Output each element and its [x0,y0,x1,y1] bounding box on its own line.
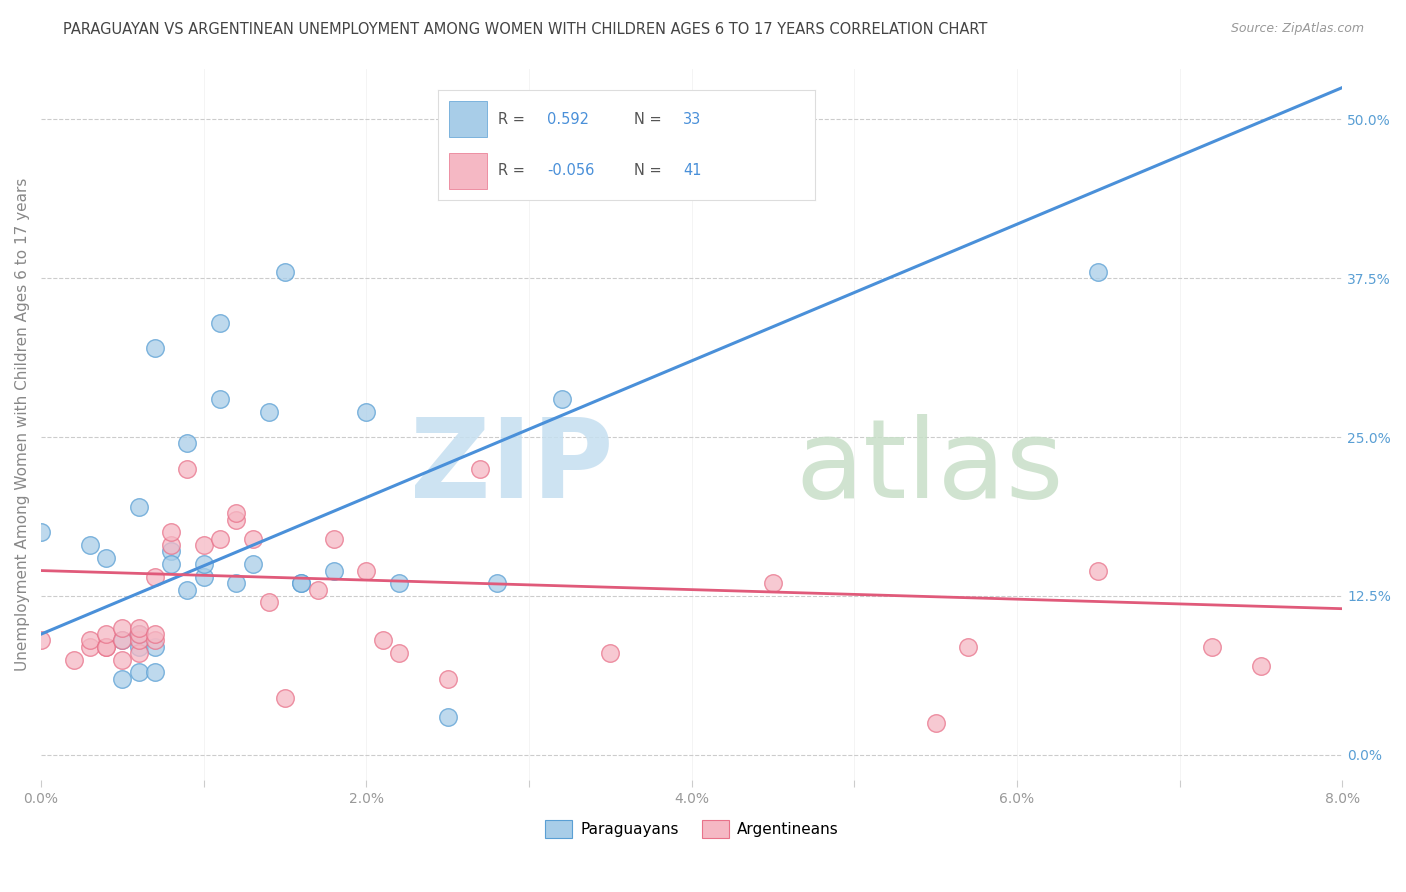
Point [371,633,394,648]
Point [143,341,166,355]
Point [470,462,492,476]
Point [290,576,312,591]
Point [160,558,183,572]
Point [1087,265,1109,279]
Point [322,564,344,578]
Point [436,672,458,686]
Point [143,570,166,584]
Point [274,690,297,705]
Point [128,627,150,641]
Point [143,633,166,648]
Point [322,532,344,546]
Point [193,558,215,572]
Point [257,405,280,419]
Point [388,646,411,660]
Point [957,640,980,654]
Point [96,550,118,565]
Point [30,525,52,540]
Point [290,576,312,591]
Point [485,576,508,591]
Point [160,544,183,558]
Point [143,627,166,641]
Point [176,436,198,450]
Point [193,570,215,584]
Point [128,646,150,660]
Text: ZIP: ZIP [411,414,613,521]
Point [208,316,231,330]
Point [1087,564,1109,578]
Point [79,640,101,654]
Point [242,558,264,572]
Point [62,652,84,666]
Point [1201,640,1223,654]
Point [225,507,247,521]
Point [208,392,231,406]
Point [388,576,411,591]
Point [924,716,946,731]
Text: PARAGUAYAN VS ARGENTINEAN UNEMPLOYMENT AMONG WOMEN WITH CHILDREN AGES 6 TO 17 YE: PARAGUAYAN VS ARGENTINEAN UNEMPLOYMENT A… [63,22,987,37]
Point [307,582,329,597]
Text: Source: ZipAtlas.com: Source: ZipAtlas.com [1230,22,1364,36]
Point [111,672,134,686]
Point [128,640,150,654]
Point [160,538,183,552]
Point [242,532,264,546]
Point [111,652,134,666]
Point [176,462,198,476]
Point [143,665,166,680]
Y-axis label: Unemployment Among Women with Children Ages 6 to 17 years: Unemployment Among Women with Children A… [15,178,30,671]
Point [111,633,134,648]
Point [160,525,183,540]
Point [274,265,297,279]
Point [128,621,150,635]
Point [96,627,118,641]
Point [176,582,198,597]
Point [79,538,101,552]
Point [143,640,166,654]
Point [128,633,150,648]
Legend: Paraguayans, Argentineans: Paraguayans, Argentineans [538,814,845,844]
Point [96,640,118,654]
Point [96,640,118,654]
Point [128,665,150,680]
Point [111,633,134,648]
Point [356,564,378,578]
Point [128,627,150,641]
Point [1250,659,1272,673]
Point [30,633,52,648]
Point [128,500,150,514]
Point [193,538,215,552]
Text: atlas: atlas [796,414,1064,521]
Point [599,646,621,660]
Point [762,576,785,591]
Point [79,633,101,648]
Point [550,392,572,406]
Point [436,710,458,724]
Point [225,513,247,527]
Point [111,621,134,635]
Point [356,405,378,419]
Point [257,595,280,609]
Point [225,576,247,591]
Point [208,532,231,546]
